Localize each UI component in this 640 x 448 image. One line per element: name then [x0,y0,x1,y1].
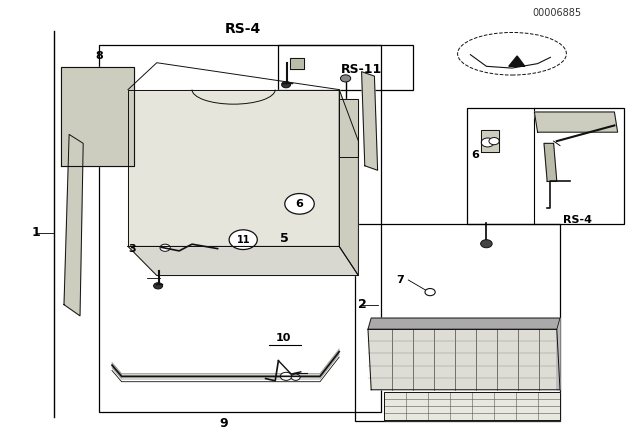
Bar [355,224,560,421]
Text: RS-11: RS-11 [341,63,382,76]
Text: 1: 1 [31,226,40,240]
Text: 8: 8 [95,51,103,61]
Text: 10: 10 [276,333,291,343]
Bar [278,45,413,90]
Polygon shape [534,112,618,132]
Text: RS-4: RS-4 [563,215,592,224]
Circle shape [481,240,492,248]
Text: 2: 2 [358,298,367,311]
Polygon shape [557,318,560,390]
Polygon shape [290,58,304,69]
Polygon shape [544,143,557,181]
Text: 6: 6 [471,150,479,159]
Circle shape [280,372,292,380]
Circle shape [229,230,257,250]
Circle shape [154,283,163,289]
Polygon shape [339,90,358,276]
Polygon shape [509,56,525,66]
Polygon shape [64,134,83,316]
Bar [99,45,381,412]
Bar [467,108,624,224]
Polygon shape [362,72,378,170]
Text: 00006885: 00006885 [532,9,581,18]
Text: 6: 6 [296,199,303,209]
Circle shape [340,75,351,82]
Circle shape [425,289,435,296]
Polygon shape [61,67,134,166]
Polygon shape [339,99,358,157]
Circle shape [282,82,291,88]
Polygon shape [128,90,339,246]
Circle shape [160,244,170,251]
Circle shape [481,138,494,147]
Circle shape [291,374,300,380]
Circle shape [489,138,499,145]
Text: 9: 9 [220,417,228,430]
Text: 7: 7 [396,275,404,285]
Polygon shape [384,392,560,420]
Bar [154,99,314,220]
Circle shape [285,194,314,214]
Text: RS-4: RS-4 [225,22,261,36]
Text: 11: 11 [236,235,250,245]
Polygon shape [481,130,499,152]
Polygon shape [128,246,358,276]
Polygon shape [368,318,560,329]
Text: 3: 3 [129,244,136,254]
Text: 5: 5 [280,232,289,245]
Polygon shape [368,329,560,390]
